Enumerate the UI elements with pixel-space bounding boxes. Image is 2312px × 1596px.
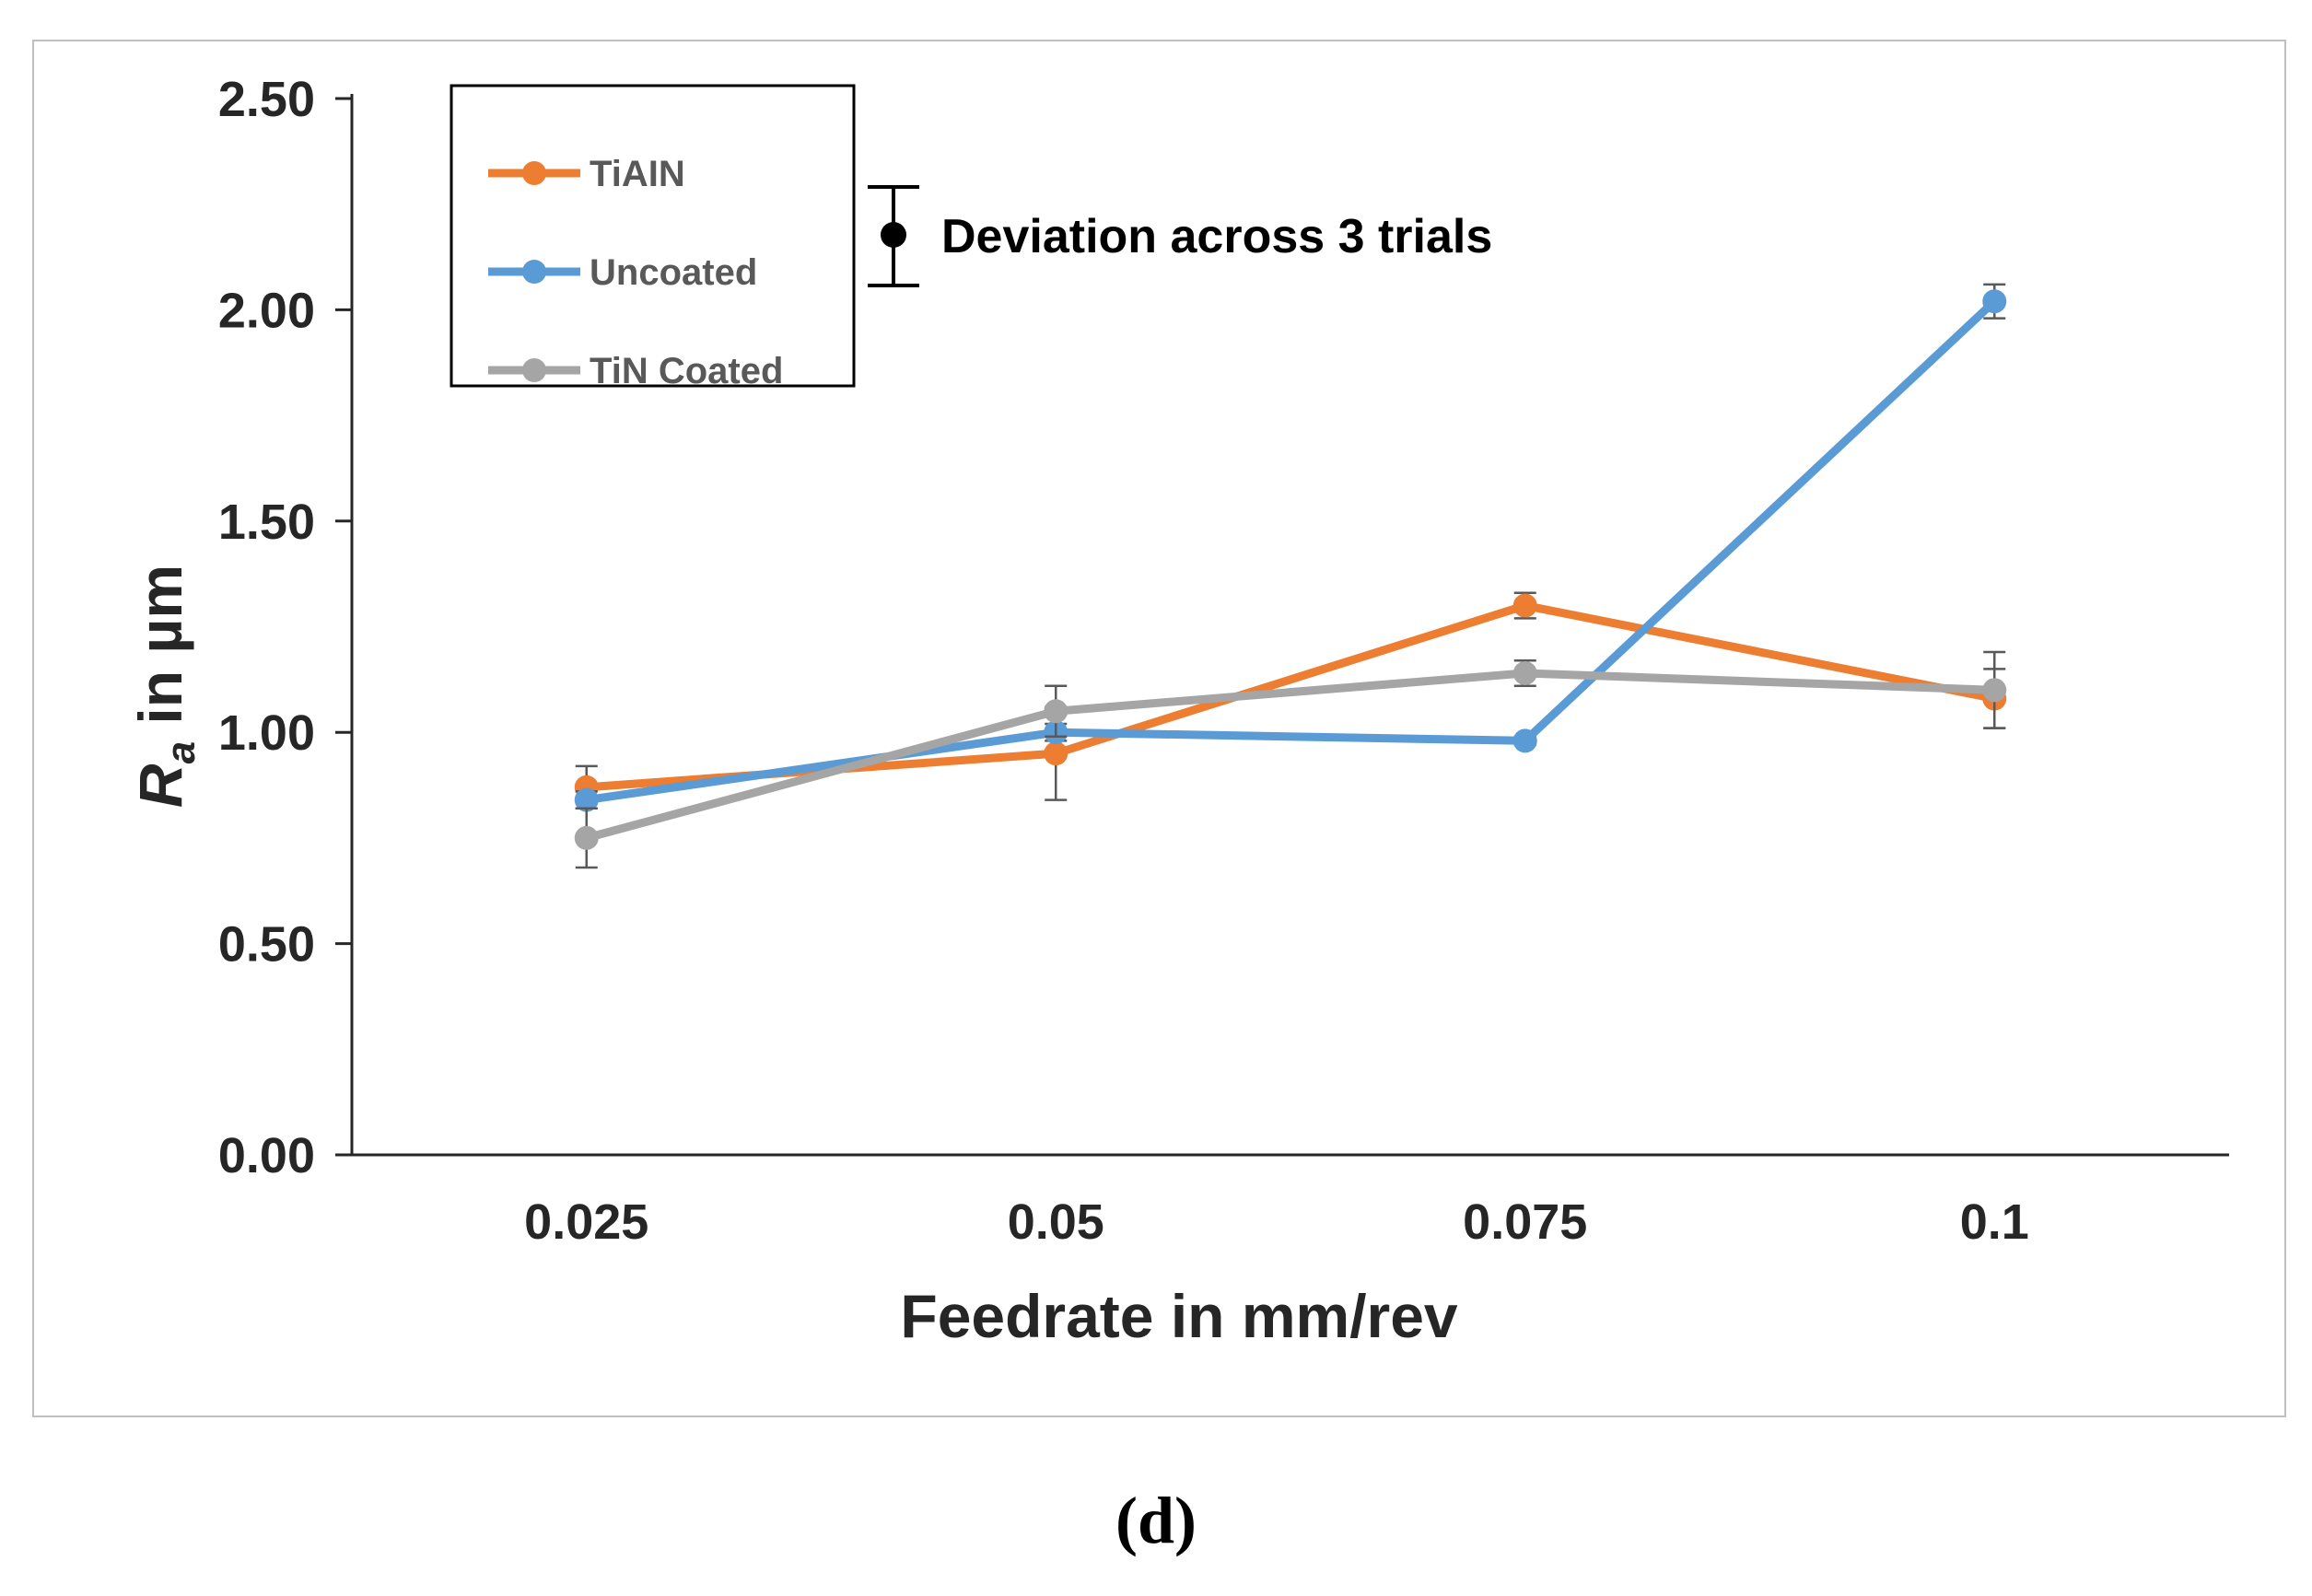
y-axis-ticks: 0.00 0.50 1.00 1.50 2.00 2.50 bbox=[218, 72, 352, 1183]
data-point bbox=[1512, 660, 1537, 685]
y-axis-title-subscript: a bbox=[158, 741, 204, 763]
y-tick-label: 0.00 bbox=[218, 1128, 315, 1183]
line-chart: 0.000.501.001.502.002.50 0.025 0.05 0.075 0… bbox=[126, 72, 2229, 1350]
x-axis-ticks: 0.025 0.05 0.075 0.1 bbox=[524, 1194, 2029, 1250]
data-point bbox=[1982, 678, 2007, 703]
legend-swatch-marker bbox=[522, 161, 546, 185]
series-tiain bbox=[574, 591, 2007, 810]
y-axis-title-main: R bbox=[126, 763, 194, 808]
series-tin-coated bbox=[574, 650, 2007, 869]
note-text: Deviation across 3 trials bbox=[941, 210, 1492, 263]
y-tick-label: 0.50 bbox=[218, 917, 315, 973]
data-point bbox=[1512, 593, 1537, 618]
note-marker bbox=[881, 222, 906, 248]
y-tick-label: 2.50 bbox=[218, 72, 315, 127]
x-tick-label: 0.025 bbox=[524, 1194, 648, 1250]
data-point bbox=[574, 787, 599, 812]
legend-swatch-marker bbox=[522, 260, 546, 284]
series-line bbox=[582, 669, 1999, 843]
x-tick-label: 0.075 bbox=[1463, 1194, 1587, 1250]
legend-label: TiAIN bbox=[590, 154, 685, 194]
legend-label: Uncoated bbox=[590, 252, 757, 293]
legend: TiAIN Uncoated TiN Coated bbox=[450, 84, 856, 391]
data-point bbox=[1044, 699, 1068, 724]
legend-label: TiN Coated bbox=[590, 351, 783, 391]
series-layer bbox=[574, 283, 2007, 869]
series-line bbox=[582, 601, 1999, 792]
x-tick-label: 0.05 bbox=[1008, 1194, 1104, 1250]
y-tick-label: 1.50 bbox=[218, 495, 315, 550]
legend-box bbox=[450, 84, 856, 388]
y-tick-label: 2.00 bbox=[218, 283, 315, 338]
legend-entry-tiain: TiAIN bbox=[488, 154, 685, 194]
axes bbox=[350, 94, 2229, 1157]
data-point bbox=[1044, 741, 1068, 766]
deviation-annotation: Deviation across 3 trials bbox=[868, 185, 1492, 287]
x-tick-label: 0.1 bbox=[1960, 1194, 2029, 1250]
y-axis-title-unit: in µm bbox=[126, 565, 194, 741]
legend-entry-tin-coated: TiN Coated bbox=[488, 351, 783, 391]
data-point bbox=[1982, 289, 2007, 314]
data-point bbox=[1512, 728, 1537, 753]
chart-frame: 0.00 0.50 1.00 1.50 2.00 2.50 0.025 0.05 0.075 0… bbox=[32, 40, 2286, 1417]
y-tick-label: 1.00 bbox=[218, 705, 315, 761]
x-axis-title: Feedrate in mm/rev bbox=[900, 1282, 1458, 1350]
legend-swatch-marker bbox=[522, 358, 546, 382]
data-point bbox=[574, 825, 599, 850]
panel-label: (d) bbox=[1115, 1484, 1197, 1557]
legend-entry-uncoated: Uncoated bbox=[488, 252, 757, 293]
series-line bbox=[582, 297, 1999, 805]
series-uncoated bbox=[574, 283, 2007, 812]
y-axis-title: Ra in µm bbox=[126, 565, 204, 808]
